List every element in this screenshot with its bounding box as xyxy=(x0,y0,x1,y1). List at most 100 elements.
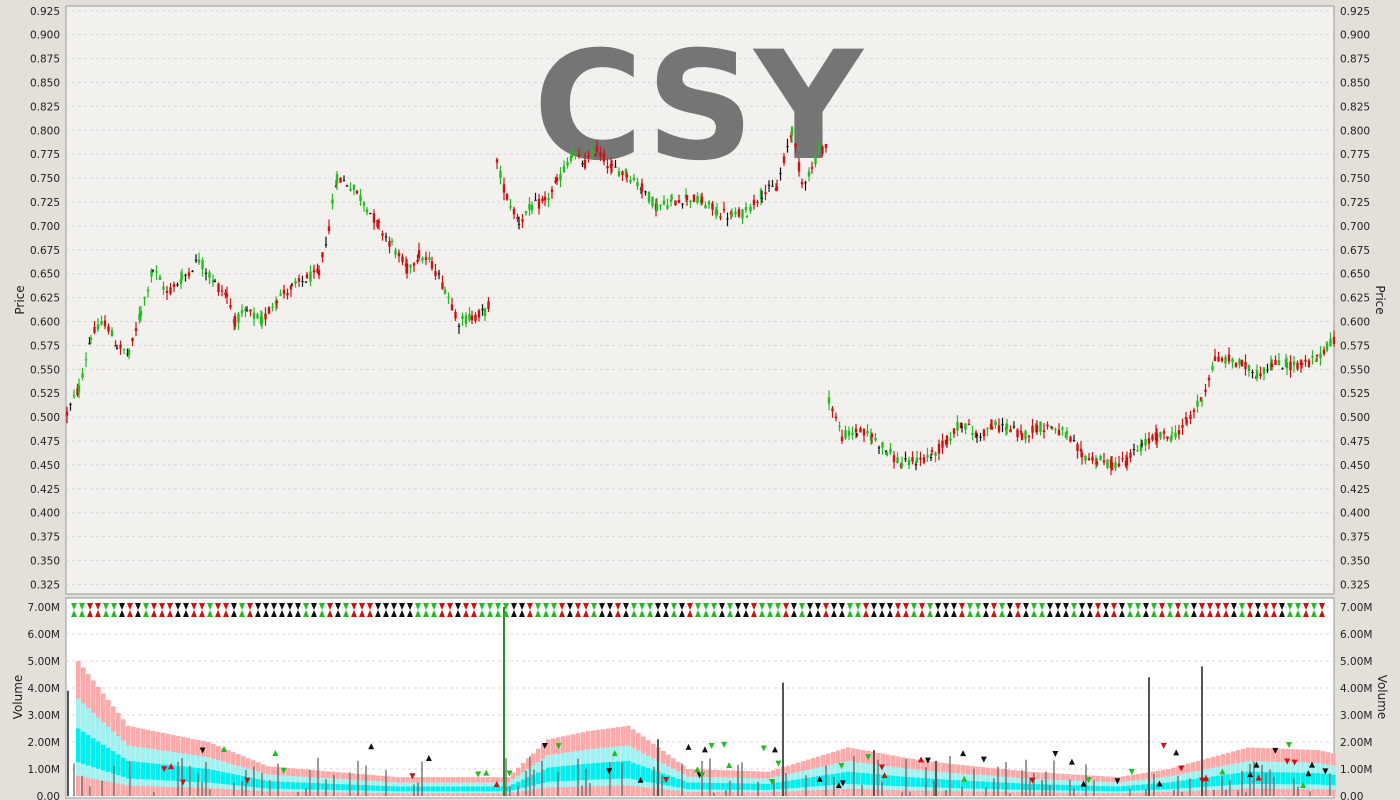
signal-triangle-up xyxy=(359,610,365,617)
price-bar-body xyxy=(779,172,782,174)
signal-triangle-down xyxy=(495,603,501,610)
price-bar-body xyxy=(1307,360,1311,367)
price-bar-body xyxy=(907,459,911,466)
volume-signal-down xyxy=(1284,758,1291,765)
volume-band-inner xyxy=(111,751,116,774)
price-tick-right: 0.725 xyxy=(1340,197,1370,209)
signal-triangle-up xyxy=(87,610,93,617)
price-bar-body xyxy=(115,347,119,349)
price-bar-body xyxy=(967,423,971,426)
signal-triangle-down xyxy=(759,603,765,610)
price-bar-body xyxy=(96,324,100,330)
price-bar-body xyxy=(1069,436,1072,442)
price-bar-body xyxy=(794,143,797,148)
signal-triangle-up xyxy=(759,610,765,617)
signal-triangle-up xyxy=(431,610,437,617)
signal-triangle-down xyxy=(239,603,245,610)
price-bar-body xyxy=(502,184,506,193)
signal-triangle-up xyxy=(1223,610,1229,617)
signal-triangle-up xyxy=(543,610,549,617)
signal-triangle-down xyxy=(1087,603,1093,610)
volume-signal-up xyxy=(1203,775,1210,782)
price-bar-body xyxy=(1332,336,1336,344)
signal-triangle-up xyxy=(839,610,845,617)
volume-band-inner xyxy=(336,784,341,791)
signal-triangle-down xyxy=(1103,603,1109,610)
price-tick-left: 0.450 xyxy=(30,460,60,472)
price-bar-body xyxy=(240,310,244,314)
price-bar-body xyxy=(590,150,594,155)
volume-band-inner xyxy=(991,782,996,790)
price-bar-body xyxy=(294,280,297,284)
price-bar-body xyxy=(509,205,512,208)
price-bar-body xyxy=(929,457,933,459)
volume-signal-up xyxy=(1156,780,1163,787)
price-bar-body xyxy=(517,223,521,225)
price-bar-body xyxy=(741,209,744,219)
signal-triangle-down xyxy=(143,603,149,610)
price-bar-body xyxy=(204,272,208,274)
signal-triangle-up xyxy=(1143,610,1149,617)
price-bar-body xyxy=(309,271,312,282)
price-bar-body xyxy=(744,207,748,211)
price-bar-body xyxy=(516,217,519,220)
price-bar-body xyxy=(483,308,487,316)
price-tick-right: 0.425 xyxy=(1340,484,1370,496)
signal-triangle-down xyxy=(503,603,509,610)
volume-tick-right: 6.00M xyxy=(1340,629,1372,641)
signal-triangle-up xyxy=(1295,610,1301,617)
signal-triangle-up xyxy=(719,610,725,617)
volume-band-inner xyxy=(321,783,326,790)
price-bar-body xyxy=(1144,438,1147,446)
signal-triangle-up xyxy=(119,610,125,617)
price-bar-body xyxy=(555,177,559,182)
price-bar-body xyxy=(528,203,531,210)
volume-signal-down xyxy=(1128,768,1135,775)
signal-triangle-up xyxy=(439,610,445,617)
signal-triangle-up xyxy=(167,610,173,617)
volume-tick-right: 1.00M xyxy=(1340,764,1372,776)
volume-band-inner xyxy=(231,774,236,786)
volume-signal-up xyxy=(493,780,500,787)
volume-band-inner xyxy=(806,777,811,787)
signal-triangle-up xyxy=(263,610,269,617)
price-bar-body xyxy=(982,429,986,437)
signal-triangle-up xyxy=(631,610,637,617)
signal-triangle-down xyxy=(135,603,141,610)
signal-triangle-up xyxy=(1303,610,1309,617)
volume-signal-up xyxy=(961,775,968,782)
signal-triangle-up xyxy=(823,610,829,617)
price-bar-body xyxy=(220,290,224,292)
signal-triangle-down xyxy=(1199,603,1205,610)
price-bar-body xyxy=(1042,430,1046,433)
volume-band-inner xyxy=(361,785,366,791)
signal-triangle-down xyxy=(1287,603,1293,610)
volume-band-inner xyxy=(1266,772,1271,785)
signal-triangle-down xyxy=(1319,603,1325,610)
volume-band-inner xyxy=(156,763,161,780)
price-bar-body xyxy=(464,315,468,324)
price-bar-body xyxy=(949,438,952,441)
volume-band-inner xyxy=(1026,783,1031,790)
price-bar-body xyxy=(729,212,733,215)
price-tick-right: 0.500 xyxy=(1340,412,1370,424)
signal-triangle-down xyxy=(1135,603,1141,610)
price-bar-body xyxy=(324,244,328,246)
volume-tick-right: 3.00M xyxy=(1340,710,1372,722)
volume-signal-down xyxy=(878,764,885,771)
price-bar-body xyxy=(388,240,391,247)
price-bar-body xyxy=(88,343,91,345)
volume-band-inner xyxy=(121,757,126,777)
price-bar-body xyxy=(647,191,651,202)
signal-triangle-up xyxy=(1215,610,1221,617)
volume-band-inner xyxy=(366,785,371,791)
price-bar-body xyxy=(874,438,877,441)
price-bar-body xyxy=(1270,363,1274,368)
signal-triangle-down xyxy=(351,603,357,610)
signal-triangle-up xyxy=(983,610,989,617)
price-tick-right: 0.875 xyxy=(1340,54,1370,66)
volume-band-inner xyxy=(281,781,286,789)
volume-band-inner xyxy=(581,764,586,781)
signal-triangle-down xyxy=(231,603,237,610)
price-bar-body xyxy=(609,163,613,169)
